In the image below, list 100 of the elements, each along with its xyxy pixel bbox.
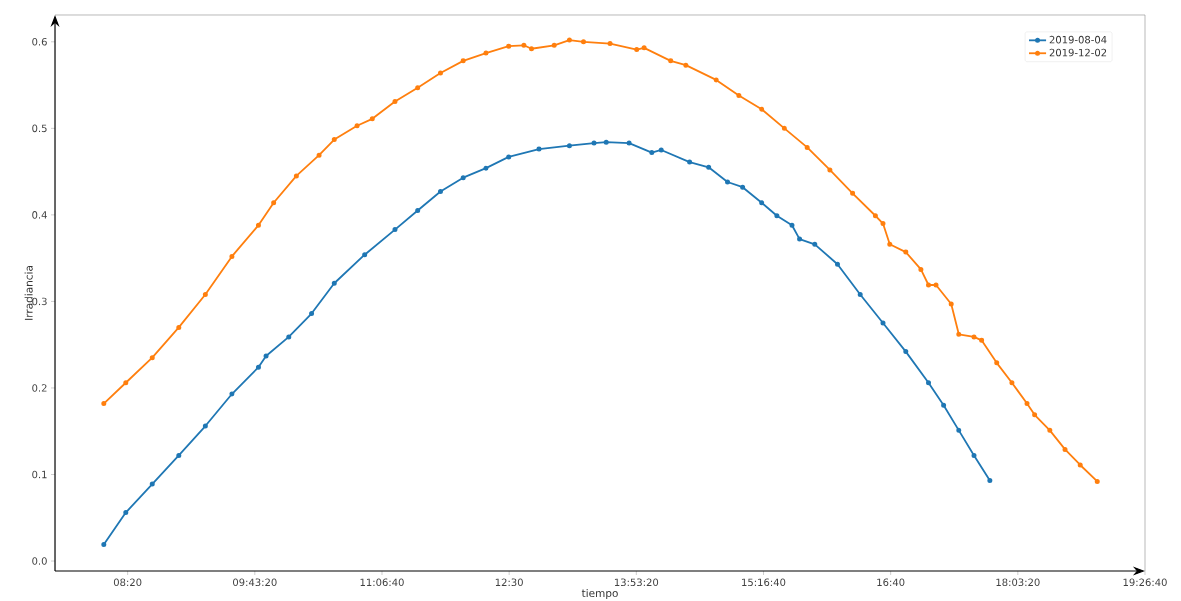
point [941,402,947,408]
point [506,43,512,49]
point [683,62,689,68]
point [392,99,398,105]
point [483,165,489,171]
point [834,261,840,267]
point [536,146,542,152]
x-tick-label: 18:03:20 [996,578,1040,587]
point [994,360,1000,366]
y-tick-label: 0.4 [32,211,47,219]
point [506,154,512,160]
point [415,85,421,91]
point [1062,446,1068,452]
point [979,337,985,343]
point [668,58,674,64]
point [687,159,693,165]
y-tick-label: 0.5 [32,124,47,133]
point [903,249,909,255]
point [607,41,613,47]
y-tick-label: 0.2 [32,384,47,392]
point [1024,401,1030,407]
point [956,331,962,337]
x-tick-label: 19:26:40 [1123,578,1167,587]
point [918,266,924,272]
point [229,253,235,259]
y-tick-label: 0.1 [32,470,47,479]
point [987,478,993,484]
point [255,364,261,370]
point [591,140,597,146]
point [202,423,208,429]
point [263,353,269,359]
y-axis-title: Irradiancia [24,266,33,320]
point [149,481,155,487]
point [804,144,810,150]
point [392,227,398,233]
point [789,222,795,228]
point [759,106,765,112]
point [437,189,443,195]
point [415,208,421,214]
point [1094,478,1100,484]
point [293,173,299,179]
point [460,175,466,181]
point [581,39,586,45]
point [797,236,803,242]
point [971,452,977,458]
x-tick-label: 11:06:40 [360,578,404,587]
point [641,45,647,51]
point [933,282,939,288]
x-tick-label: 09:43:20 [233,578,277,587]
point [316,152,322,158]
point [740,184,746,190]
point [101,542,107,548]
point [271,200,277,206]
point [176,324,182,330]
point [437,70,443,76]
point [857,292,863,297]
point [1047,427,1053,433]
point [926,380,931,386]
point [123,510,129,516]
point [713,77,719,83]
point [176,452,182,458]
point [521,42,527,48]
y-tick-label: 0.0 [32,557,47,565]
point [872,213,878,219]
point [528,46,534,52]
point [1032,412,1038,418]
point [781,125,787,131]
point [309,311,315,317]
point [850,190,856,196]
point [1077,462,1083,468]
point [483,50,489,56]
point [566,143,572,149]
point [971,334,977,340]
point [948,301,954,307]
legend-label: 2019-08-04 [1049,35,1107,44]
point [603,139,609,145]
point [1009,380,1015,386]
x-tick-label: 13:53:20 [614,578,659,587]
point [827,167,833,173]
point [880,320,886,326]
point [956,427,962,433]
x-tick-label: 12:30 [495,578,523,587]
point [255,222,261,228]
point [774,213,780,219]
point [759,200,765,206]
point [460,58,466,64]
point [362,252,368,258]
x-tick-label: 16:40 [877,578,905,587]
point [626,140,632,146]
point [658,147,664,153]
point [649,150,655,156]
point [566,37,572,43]
y-tick-label: 0.6 [32,38,47,46]
point [229,391,235,397]
x-tick-label: 08:20 [113,578,142,587]
point [887,241,893,247]
x-tick-label: 15:16:40 [742,578,786,587]
point [331,280,337,286]
x-axis-title: tiempo [581,588,618,600]
point [880,221,886,227]
